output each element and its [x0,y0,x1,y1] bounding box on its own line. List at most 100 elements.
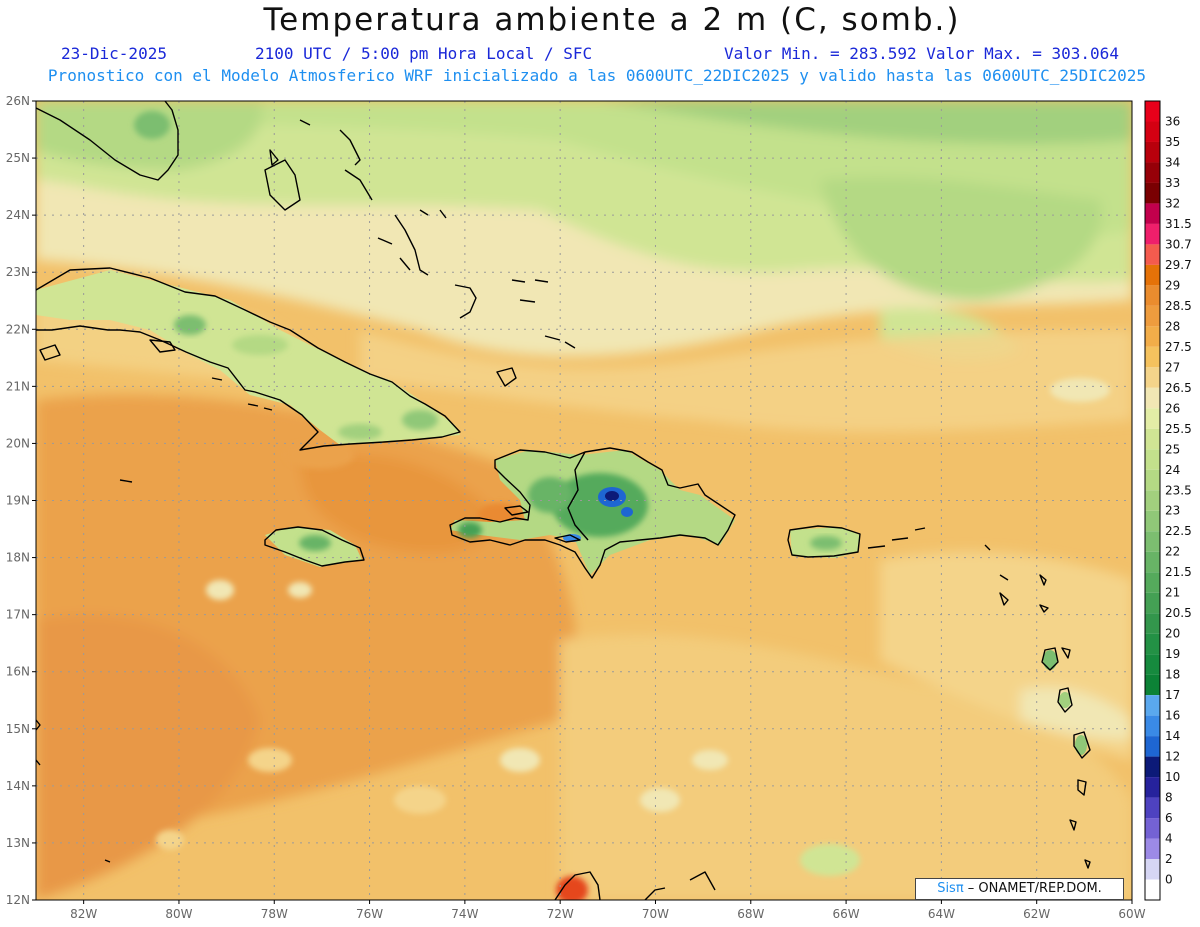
colorbar-label: 2 [1165,852,1173,866]
colorbar-label: 10 [1165,770,1180,784]
colorbar-swatch [1145,715,1160,737]
coast-inagua [496,367,517,387]
colorbar-label: 27 [1165,360,1180,374]
model-subtitle: Pronostico con el Modelo Atmosferico WRF… [47,66,1147,85]
colorbar-swatch [1145,346,1160,368]
colorbar-label: 8 [1165,791,1173,805]
colorbar-swatch [1145,367,1160,388]
latitude-label: 25N [6,151,30,165]
colorbar-swatch [1145,736,1160,757]
colorbar-swatch [1145,695,1160,716]
coast-guadeloupe [1041,647,1071,671]
colorbar-label: 31.5 [1165,217,1192,231]
colorbar-swatch [1145,264,1160,286]
colorbar-frame [1144,100,1161,901]
latitude-label: 16N [6,665,30,679]
latitude-label: 18N [6,551,30,565]
colorbar-swatch [1145,654,1160,675]
coast-andros [264,159,301,211]
colorbar-label: 30.7 [1165,237,1192,251]
latitude-label: 23N [6,265,30,279]
coast-bahamas-1 [269,149,279,166]
coast-st-lucia [1077,779,1087,796]
colorbar-swatch [1145,141,1160,163]
longitude-label: 80W [165,907,192,921]
coast-gonave [504,505,529,516]
longitude-label: 60W [1118,907,1145,921]
colorbar-label: 21.5 [1165,565,1192,579]
colorbar-label: 34 [1165,155,1180,169]
colorbar-swatch [1145,879,1160,900]
colorbar-swatch [1145,572,1160,593]
coast-bahamas-2 [299,119,447,219]
colorbar-label: 20.5 [1165,606,1192,620]
colorbar-swatch [1145,531,1160,552]
colorbar-label: 22 [1165,545,1180,559]
temperature-field [36,101,1132,900]
colorbar-label: 4 [1165,832,1173,846]
colorbar-label: 33 [1165,176,1180,190]
colorbar-swatch [1145,633,1160,655]
coast-hispaniola [449,447,736,579]
longitude-label: 68W [737,907,764,921]
longitude-label: 72W [547,907,574,921]
coast-lesser-3 [999,592,1049,613]
colorbar-label: 21 [1165,586,1180,600]
colorbar-swatch [1145,838,1160,860]
colorbar-swatch [1145,469,1160,491]
latitude-label: 20N [6,436,30,450]
sispi-logo: Sisπ [937,881,964,896]
latitude-label: 26N [6,94,30,108]
coast-ragged [377,237,411,271]
coast-cayman [211,377,273,411]
coast-swan [104,479,133,863]
colorbar-label: 28.5 [1165,299,1192,313]
coast-lesser-1 [984,544,1009,581]
land-fields [36,270,1087,755]
coast-venezuela [554,871,601,901]
latitude-labels: 26N 25N 24N 23N 22N 21N 20N 19N 18N 17N 16N 15N 14N 1… [6,94,36,907]
colorbar-label: 35 [1165,135,1180,149]
min-max-values: Valor Min. = 283.592 Valor Max. = 303.06… [724,44,1119,63]
longitude-label: 62W [1023,907,1050,921]
coast-virgin [867,527,926,549]
colorbar-swatch [1145,305,1160,327]
colorbar-label: 12 [1165,750,1180,764]
coast-jamaica [264,526,365,567]
colorbar-label: 23 [1165,504,1180,518]
colorbar-label: 29 [1165,278,1180,292]
coast-dominica [1057,687,1073,713]
forecast-time: 2100 UTC / 5:00 pm Hora Local / SFC [255,44,593,63]
colorbar-label: 18 [1165,668,1180,682]
colorbar-swatch [1145,797,1160,819]
colorbar-label: 25.5 [1165,422,1192,436]
longitude-labels: 82W 80W 78W 76W 74W 72W 70W 68W 66W 64W 62W 60W [70,900,1146,921]
colorbar-swatch [1145,613,1160,634]
coast-puerto-rico [787,525,861,558]
coast-florida [35,100,179,181]
colorbar-label: 19 [1165,647,1180,661]
latitude-label: 17N [6,608,30,622]
colorbar-label: 14 [1165,729,1180,743]
grid-lines [36,101,1132,900]
longitude-label: 70W [642,907,669,921]
coast-caicos [511,279,549,303]
latitude-label: 19N [6,494,30,508]
colorbar-swatch [1145,777,1160,798]
watermark-box: Sisπ – ONAMET/REP.DOM. [915,878,1124,900]
colorbar-swatch [1145,285,1160,306]
latitude-label: 24N [6,208,30,222]
colorbar-swatch [1145,326,1160,347]
colorbar-label: 0 [1165,873,1173,887]
coast-martinique [1073,731,1091,759]
colorbar-swatch [1145,244,1160,265]
longitude-label: 74W [451,907,478,921]
longitude-label: 76W [356,907,383,921]
colorbar-label: 28 [1165,319,1180,333]
colorbar-swatch [1145,101,1160,122]
coast-long-island [394,214,429,276]
latitude-label: 15N [6,722,30,736]
colorbar-swatch [1145,408,1160,429]
colorbar-label: 25 [1165,442,1180,456]
